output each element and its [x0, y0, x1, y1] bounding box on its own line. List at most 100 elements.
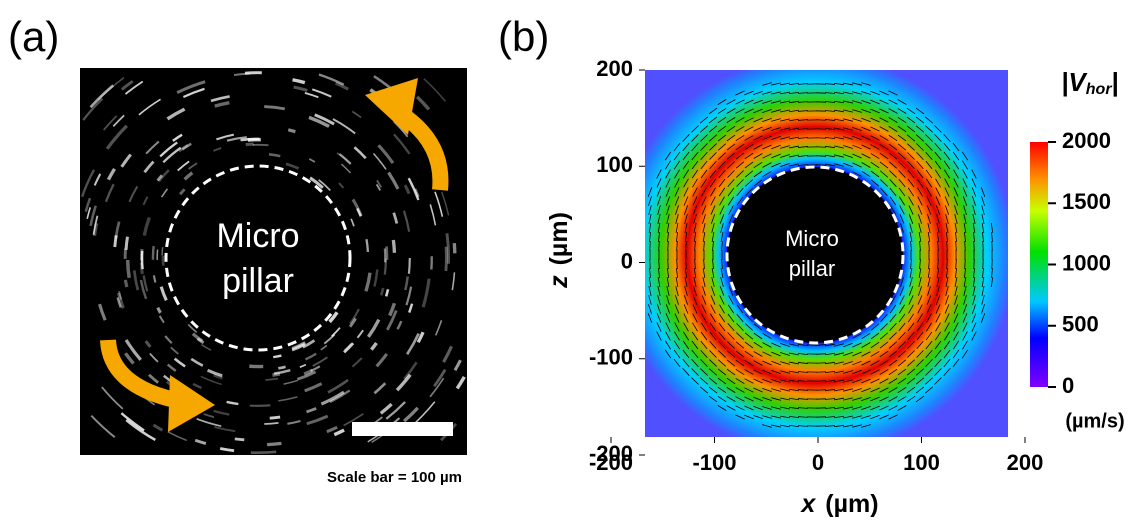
- vector: [834, 163, 844, 167]
- vector: [691, 377, 699, 385]
- streak: [124, 80, 144, 95]
- streak: [320, 390, 345, 406]
- vector: [744, 360, 754, 366]
- vector: [824, 416, 836, 418]
- streak: [421, 278, 431, 308]
- vector: [657, 295, 661, 305]
- vector: [888, 387, 898, 393]
- streak: [273, 354, 282, 359]
- streak: [434, 319, 443, 336]
- vector: [815, 155, 827, 157]
- vector: [771, 370, 781, 374]
- vector: [972, 214, 976, 224]
- streak: [336, 152, 351, 165]
- streak: [144, 340, 152, 348]
- streak: [356, 207, 362, 217]
- vector: [917, 187, 923, 197]
- vector: [710, 286, 716, 296]
- vector: [700, 340, 708, 350]
- streak: [370, 342, 378, 351]
- streak: [125, 419, 156, 442]
- vector: [899, 304, 905, 314]
- vector: [780, 118, 790, 122]
- streak: [292, 78, 306, 85]
- colorbar-tick-label: 1500: [1062, 189, 1111, 214]
- vector: [918, 223, 922, 233]
- streak: [291, 341, 306, 351]
- vector: [762, 406, 772, 410]
- vector: [673, 160, 681, 170]
- vector: [735, 341, 745, 349]
- streak: [196, 418, 222, 427]
- streak: [343, 413, 364, 427]
- vector: [890, 295, 896, 305]
- vector: [665, 331, 671, 341]
- vector: [648, 295, 652, 305]
- vector: [762, 360, 772, 366]
- vector: [666, 295, 670, 305]
- vector: [852, 100, 862, 104]
- vector: [683, 196, 689, 206]
- vector: [861, 153, 871, 159]
- vector: [815, 362, 827, 364]
- vector: [701, 196, 707, 206]
- vector: [771, 415, 781, 419]
- vector: [925, 377, 933, 385]
- vector: [682, 340, 690, 350]
- vector: [780, 415, 790, 419]
- vector: [934, 134, 942, 142]
- streak: [89, 84, 115, 109]
- vector: [744, 378, 754, 384]
- streak: [375, 353, 389, 368]
- streak-pattern: [81, 71, 466, 455]
- vector: [762, 369, 772, 375]
- streak: [203, 413, 215, 419]
- streak: [326, 425, 338, 434]
- vector: [735, 359, 745, 367]
- vector: [843, 415, 853, 419]
- streak: [226, 400, 239, 406]
- vector: [991, 240, 993, 252]
- streak: [348, 317, 357, 328]
- vector: [673, 358, 681, 368]
- vector: [944, 187, 950, 197]
- vector: [852, 135, 862, 141]
- vector: [972, 223, 976, 233]
- colorbar-tick-label: 1000: [1062, 250, 1111, 275]
- vector: [870, 323, 880, 331]
- vector: [843, 109, 853, 113]
- vector: [735, 368, 745, 376]
- title-part: |: [1112, 67, 1119, 97]
- vector: [955, 258, 957, 270]
- flow-arrow: [100, 339, 177, 408]
- vector: [780, 352, 790, 356]
- vector: [990, 222, 994, 234]
- vector: [981, 286, 985, 296]
- vector: [890, 205, 896, 215]
- vector: [649, 267, 651, 279]
- streak: [309, 176, 324, 189]
- vector: [771, 424, 781, 428]
- streak: [372, 153, 387, 170]
- vector: [861, 108, 871, 114]
- streak: [364, 272, 372, 292]
- vector: [962, 304, 968, 314]
- vector: [906, 386, 916, 394]
- vector: [934, 358, 942, 368]
- vector: [961, 151, 969, 161]
- streak: [351, 110, 362, 119]
- colorbar-unit: (µm/s): [1065, 410, 1124, 432]
- vector: [861, 360, 871, 366]
- streak: [81, 169, 95, 198]
- vector: [675, 231, 679, 243]
- vector: [700, 359, 708, 367]
- vector: [692, 196, 698, 206]
- vector: [718, 187, 726, 197]
- vector: [926, 304, 932, 314]
- streak: [455, 376, 466, 390]
- vector: [788, 406, 800, 410]
- vector: [674, 196, 680, 206]
- streak: [103, 115, 118, 131]
- vector: [694, 240, 696, 252]
- vector: [780, 82, 790, 86]
